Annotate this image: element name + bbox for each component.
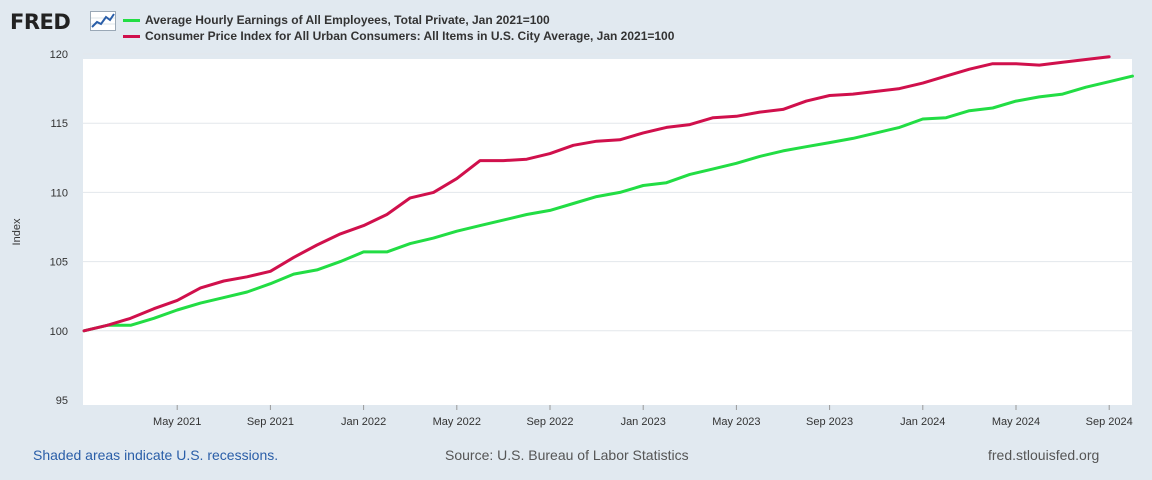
y-tick-label-105: 105 [50,257,68,269]
x-tick-labels: May 2021 Sep 2021 Jan 2022 May 2022 Sep 2022… [153,405,1133,428]
x-tick-label: May 2021 [153,416,201,428]
x-tick-label: Sep 2023 [806,416,853,428]
legend-label-cpi: Consumer Price Index for All Urban Consu… [145,29,675,43]
legend-swatch-red [123,34,140,38]
x-tick-label: Jan 2022 [341,416,386,428]
legend-swatch-green [123,18,140,22]
x-tick-label: May 2024 [992,416,1040,428]
source-text: Source: U.S. Bureau of Labor Statistics [445,447,689,463]
x-tick-label: Jan 2024 [900,416,945,428]
y-tick-label-95: 95 [56,395,68,407]
legend-item-earnings[interactable]: Average Hourly Earnings of All Employees… [123,12,674,28]
x-tick-label: Sep 2024 [1086,416,1133,428]
fred-logo[interactable]: FRED [10,10,71,34]
site-url[interactable]: fred.stlouisfed.org [988,447,1100,463]
y-tick-label-120: 120 [50,49,68,61]
y-tick-label-115: 115 [50,118,68,130]
trend-chart-icon [90,11,116,31]
x-tick-label: Sep 2021 [247,416,294,428]
legend-label-earnings: Average Hourly Earnings of All Employees… [145,13,550,27]
y-tick-label-110: 110 [50,187,68,199]
recession-note-link[interactable]: Shaded areas indicate U.S. recessions. [33,447,279,463]
legend: Average Hourly Earnings of All Employees… [123,12,674,44]
x-tick-label: May 2022 [433,416,481,428]
x-tick-label: Sep 2022 [526,416,573,428]
y-axis-label: Index [11,218,23,245]
grid-lines [83,53,1132,332]
y-tick-labels: 95 100 105 110 115 120 [50,49,68,407]
series-line-cpi[interactable] [82,55,1111,333]
y-tick-label-100: 100 [50,326,68,338]
plot-area [83,59,1132,405]
series-line-earnings[interactable] [82,74,1134,333]
x-tick-label: May 2023 [712,416,760,428]
x-tick-label: Jan 2023 [621,416,666,428]
series-lines [82,55,1134,333]
legend-item-cpi[interactable]: Consumer Price Index for All Urban Consu… [123,28,674,44]
